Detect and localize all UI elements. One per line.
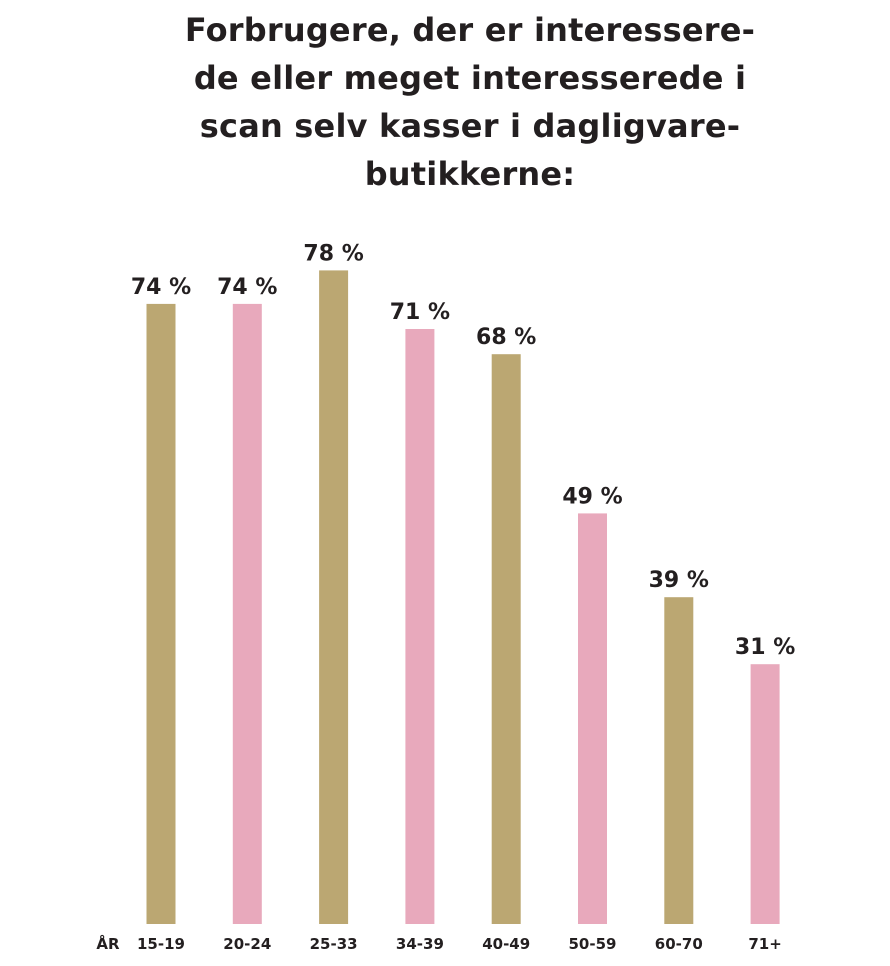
value-labels-group: 74 % 74 % 78 % 71 % 68 % 49 % 39 % 31 % [131, 241, 795, 660]
value-label-15-19: 74 % [131, 275, 191, 300]
chart-title-line-2: de eller meget interesserede i [193, 59, 747, 97]
category-labels-group: 15-19 20-24 25-33 34-39 40-49 50-59 60-70 71+ [137, 935, 782, 953]
bar-50-59 [578, 513, 607, 924]
bar-71+ [750, 664, 780, 924]
category-label-34-39: 34-39 [396, 935, 444, 953]
value-label-20-24: 74 % [217, 275, 277, 300]
bar-20-24 [232, 303, 262, 924]
chart-title-line-4: butikkerne: [364, 155, 576, 193]
bar-25-33 [319, 270, 349, 924]
value-label-40-49: 68 % [476, 325, 536, 350]
bar-60-70 [664, 597, 694, 924]
category-label-71+: 71+ [748, 935, 781, 953]
value-label-50-59: 49 % [562, 484, 622, 509]
bar-15-19 [146, 303, 176, 924]
category-label-50-59: 50-59 [569, 935, 617, 953]
chart-title-line-3: scan selv kasser i dagligvare- [199, 107, 741, 145]
bar-40-49 [491, 354, 521, 924]
category-label-40-49: 40-49 [482, 935, 530, 953]
value-label-71+: 31 % [735, 635, 795, 660]
bars-group [146, 270, 780, 924]
value-label-34-39: 71 % [390, 300, 450, 325]
value-label-60-70: 39 % [649, 568, 709, 593]
category-label-15-19: 15-19 [137, 935, 185, 953]
category-label-25-33: 25-33 [310, 935, 358, 953]
category-label-20-24: 20-24 [223, 935, 271, 953]
bar-34-39 [405, 329, 435, 924]
chart-title: Forbrugere, der er interessere- de eller… [150, 6, 790, 198]
value-label-25-33: 78 % [303, 241, 363, 266]
x-axis-prefix-label: ÅR [96, 934, 120, 953]
category-label-60-70: 60-70 [655, 935, 703, 953]
chart-title-line-1: Forbrugere, der er interessere- [184, 11, 756, 49]
